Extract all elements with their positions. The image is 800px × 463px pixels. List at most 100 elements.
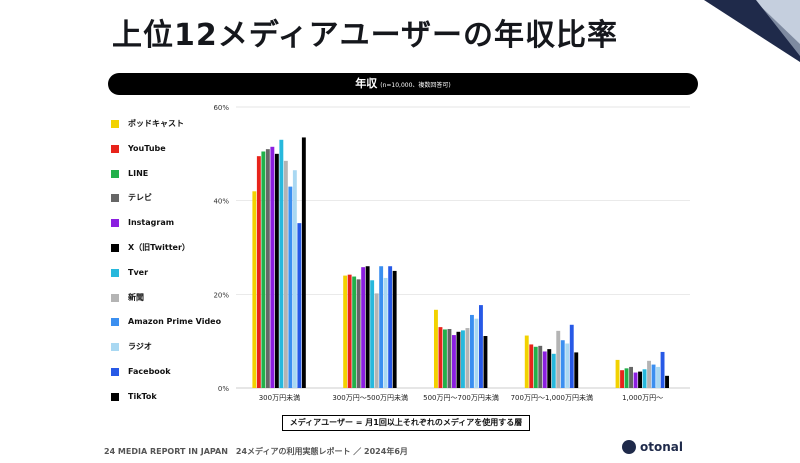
bar bbox=[647, 360, 651, 388]
bar bbox=[297, 223, 302, 388]
x-tick-label: 300万円〜500万円未満 bbox=[332, 393, 408, 402]
banner-title: 年収 bbox=[355, 77, 378, 90]
bar bbox=[274, 153, 279, 388]
bar bbox=[465, 328, 470, 388]
legend-swatch bbox=[111, 144, 119, 153]
legend-swatch bbox=[111, 318, 119, 327]
bar bbox=[292, 170, 297, 388]
legend-label: X（旧Twitter） bbox=[128, 243, 190, 252]
bar bbox=[379, 266, 384, 388]
legend-swatch bbox=[111, 392, 119, 401]
bar bbox=[256, 156, 261, 388]
page-title: 上位12メディアユーザーの年収比率 bbox=[112, 18, 619, 53]
bar bbox=[551, 353, 556, 388]
bar bbox=[474, 318, 479, 388]
bar bbox=[283, 160, 288, 388]
bar bbox=[624, 368, 629, 388]
legend-label: Facebook bbox=[128, 367, 171, 376]
bar bbox=[538, 345, 543, 388]
x-tick-label: 700万円〜1,000万円未満 bbox=[511, 393, 593, 402]
legend-swatch bbox=[111, 268, 119, 277]
bar bbox=[392, 270, 397, 388]
legend-label: YouTube bbox=[128, 143, 166, 153]
bar bbox=[347, 274, 352, 388]
legend-label: Instagram bbox=[128, 218, 175, 228]
bar bbox=[252, 191, 257, 388]
bar bbox=[529, 344, 534, 388]
bar bbox=[343, 275, 348, 388]
bar bbox=[452, 335, 456, 388]
bar bbox=[620, 370, 624, 388]
x-tick-label: 500万円〜700万円未満 bbox=[423, 393, 499, 402]
x-tick-label: 1,000万円〜 bbox=[622, 394, 663, 402]
bar bbox=[556, 330, 561, 388]
chart-banner: 年収 (n=10,000、複数回答可) bbox=[108, 73, 698, 95]
bar bbox=[370, 280, 375, 388]
brand-name: otonal bbox=[640, 440, 683, 454]
bar bbox=[279, 139, 284, 388]
y-tick-label: 40% bbox=[213, 198, 229, 206]
legend-swatch bbox=[111, 194, 119, 203]
bar bbox=[261, 151, 266, 388]
bar bbox=[524, 335, 529, 388]
bar bbox=[642, 369, 647, 388]
legend-label: LINE bbox=[128, 168, 149, 178]
legend-label: Tver bbox=[128, 267, 149, 277]
legend-swatch bbox=[111, 219, 119, 228]
legend-label: テレビ bbox=[128, 193, 152, 203]
bar bbox=[470, 314, 474, 388]
bar bbox=[270, 146, 275, 388]
bar bbox=[434, 309, 438, 388]
bar bbox=[443, 329, 447, 388]
bar bbox=[565, 343, 570, 388]
legend-label: TikTok bbox=[128, 391, 157, 401]
bar bbox=[665, 375, 669, 388]
legend-swatch bbox=[111, 120, 119, 128]
bar bbox=[352, 276, 357, 388]
bar bbox=[638, 371, 642, 388]
legend-swatch bbox=[111, 244, 119, 252]
x-tick-label: 300万円未満 bbox=[259, 393, 300, 402]
bar bbox=[542, 351, 547, 388]
bar bbox=[388, 266, 393, 388]
legend-label: 新聞 bbox=[128, 292, 144, 302]
y-tick-label: 60% bbox=[213, 104, 229, 112]
bar bbox=[456, 331, 461, 388]
legend-label: ラジオ bbox=[128, 342, 152, 352]
bar bbox=[447, 328, 452, 388]
legend-swatch bbox=[111, 343, 119, 352]
bar bbox=[374, 293, 379, 388]
bar bbox=[461, 330, 465, 388]
bar bbox=[629, 366, 633, 388]
bar bbox=[656, 366, 660, 388]
bar bbox=[365, 266, 370, 388]
bar bbox=[660, 351, 665, 388]
bar bbox=[574, 352, 579, 388]
legend-swatch bbox=[111, 368, 119, 376]
bar bbox=[438, 327, 443, 388]
legend-swatch bbox=[111, 169, 119, 178]
bar bbox=[288, 186, 293, 388]
bar bbox=[483, 336, 488, 388]
chart-caption: メディアユーザー = 月1回以上それぞれのメディアを使用する層 bbox=[282, 415, 530, 431]
footer-text: 24 MEDIA REPORT IN JAPAN 24メディアの利用実態レポート… bbox=[104, 447, 408, 456]
y-tick-label: 0% bbox=[218, 385, 229, 393]
bar bbox=[301, 137, 306, 388]
corner-decoration bbox=[704, 0, 800, 62]
banner-subtitle: (n=10,000、複数回答可) bbox=[380, 82, 451, 89]
bar bbox=[569, 324, 574, 388]
legend-swatch bbox=[111, 293, 119, 302]
bar bbox=[383, 277, 388, 388]
bar bbox=[361, 267, 366, 388]
legend-label: Amazon Prime Video bbox=[128, 317, 222, 327]
bar bbox=[547, 349, 552, 388]
bar bbox=[265, 149, 270, 388]
bar bbox=[651, 364, 656, 388]
brand-icon bbox=[622, 440, 636, 454]
legend-label: ポッドキャスト bbox=[128, 119, 184, 128]
bar bbox=[479, 305, 483, 388]
bar bbox=[533, 346, 538, 388]
bar bbox=[615, 359, 620, 388]
bar bbox=[356, 279, 361, 388]
